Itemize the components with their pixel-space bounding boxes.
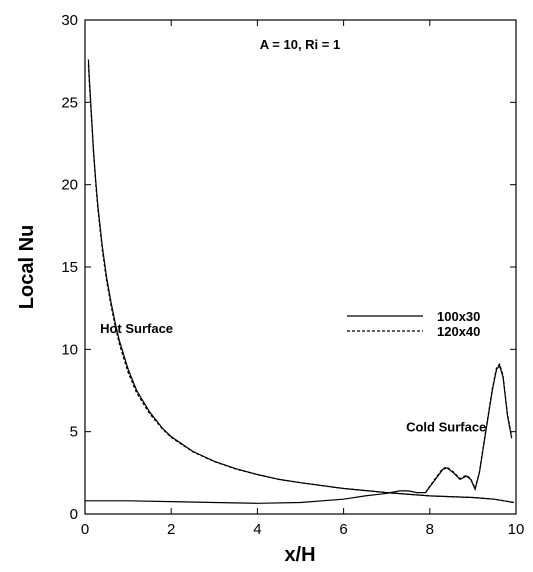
y-tick-label: 0 [70, 506, 78, 523]
legend-label-100x30: 100x30 [437, 309, 480, 324]
x-tick-label: 0 [81, 521, 89, 538]
y-tick-label: 15 [61, 259, 78, 276]
y-tick-label: 10 [61, 341, 78, 358]
y-axis-title: Local Nu [16, 225, 38, 309]
chart-title: A = 10, Ri = 1 [260, 37, 340, 52]
x-tick-label: 10 [508, 521, 525, 538]
x-tick-label: 8 [426, 521, 434, 538]
legend: 100x30 120x40 [347, 309, 480, 339]
y-tick-label: 20 [61, 177, 78, 194]
plot-frame [84, 19, 517, 515]
y-tick-label: 25 [61, 94, 78, 111]
annotation-hot-surface: Hot Surface [100, 321, 173, 336]
series-line-100x30-hot-surface [87, 59, 514, 504]
y-tick-label: 30 [61, 12, 78, 29]
x-axis-title: x/H [284, 544, 315, 566]
x-tick-label: 6 [339, 521, 347, 538]
y-tick-label: 5 [70, 424, 78, 441]
annotation-cold-surface: Cold Surface [406, 420, 486, 435]
series-line-120x40-hot-surface [87, 64, 514, 504]
series-group [85, 59, 514, 504]
x-tick-label: 4 [253, 521, 261, 538]
x-tick-label: 2 [167, 521, 175, 538]
tick-group: 0 2 4 6 8 10 0 5 10 15 20 25 30 [61, 12, 524, 538]
legend-label-120x40: 120x40 [437, 324, 480, 339]
series-line-120x40-cold-surface [425, 363, 513, 493]
